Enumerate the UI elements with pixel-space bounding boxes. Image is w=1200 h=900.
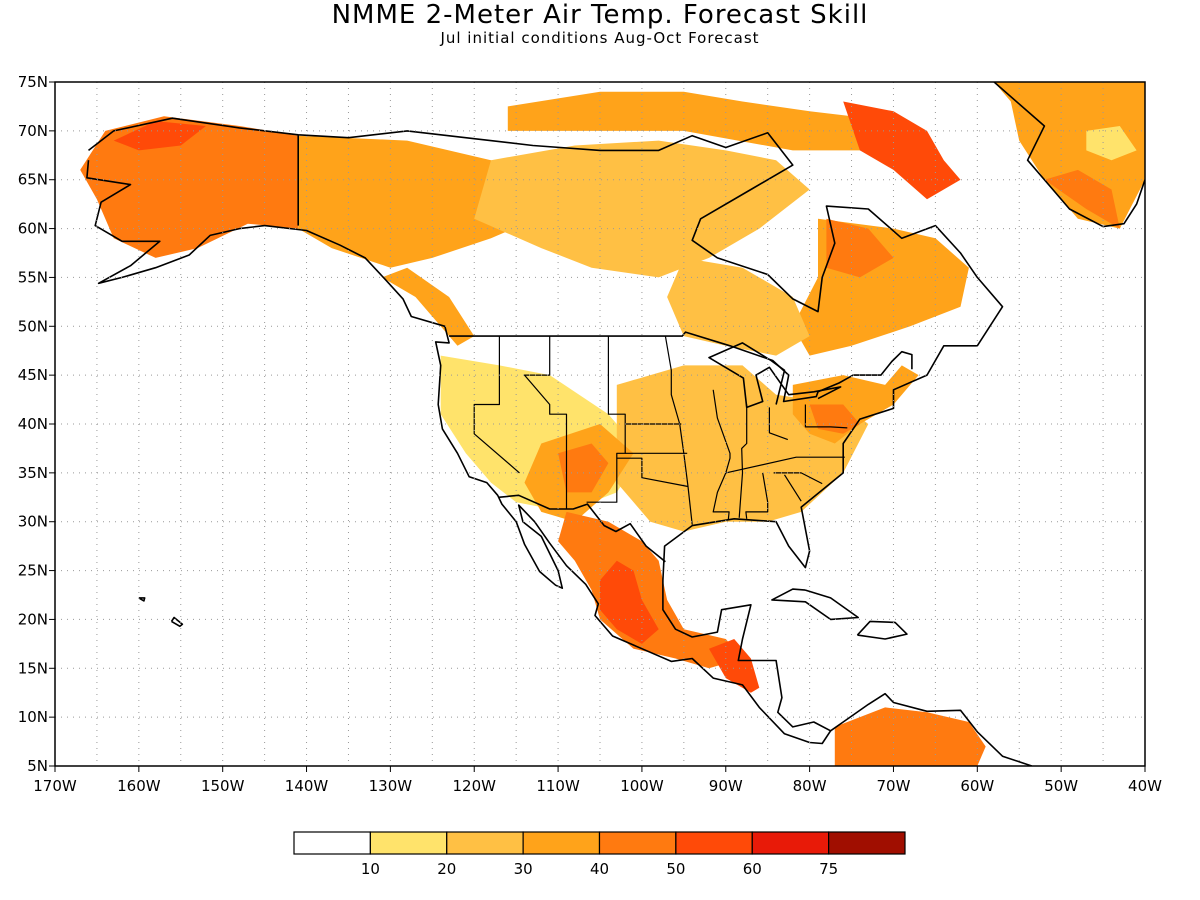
- legend-label: 60: [743, 860, 762, 878]
- lon-label: 160W: [117, 777, 161, 795]
- lat-label: 5N: [27, 757, 48, 775]
- state-border: [473, 336, 520, 474]
- longitude-labels: 170W 160W 150W 140W 130W 120W 110W 100W 90W 80W 70…: [33, 766, 1162, 795]
- skill-region-north-alaska: [113, 121, 206, 151]
- lat-label: 30N: [18, 513, 48, 531]
- color-legend: 10 20 30 40 50 60 75: [293, 831, 906, 878]
- legend-swatch: [369, 831, 448, 855]
- skill-region-central-america: [709, 639, 760, 693]
- legend-swatch: [446, 831, 524, 855]
- lon-label: 110W: [536, 777, 580, 795]
- legend-swatch: [675, 831, 753, 855]
- skill-region-arctic-islands: [507, 91, 894, 151]
- coastline-segment: [449, 331, 913, 403]
- skill-region-mexico: [558, 511, 743, 669]
- lon-label: 170W: [33, 777, 77, 795]
- legend-swatch: [293, 831, 371, 855]
- state-border: [773, 472, 823, 485]
- lat-label: 60N: [18, 220, 48, 238]
- skill-region-bc-coast: [382, 267, 475, 346]
- lat-label: 75N: [18, 73, 48, 91]
- lat-label: 20N: [18, 610, 48, 628]
- coastline-segment: [856, 620, 908, 640]
- latitude-labels: 75N 70N 65N 60N 55N 50N 45N 40N 35N 30N 25N 20N 15N 1…: [18, 73, 55, 775]
- state-border: [725, 456, 845, 474]
- skill-region-ontario: [667, 257, 810, 356]
- lat-label: 45N: [18, 366, 48, 384]
- lon-label: 140W: [285, 777, 329, 795]
- legend-label: 75: [819, 860, 838, 878]
- lon-label: 130W: [369, 777, 413, 795]
- coastline-segment: [993, 82, 1145, 228]
- lon-label: 70W: [877, 777, 911, 795]
- map-title: NMME 2-Meter Air Temp. Forecast Skill: [331, 0, 869, 30]
- skill-region-four-corners-red: [558, 443, 609, 493]
- state-border: [586, 336, 626, 503]
- skill-region-baffin-red: [843, 101, 961, 200]
- lat-label: 55N: [18, 268, 48, 286]
- lat-label: 10N: [18, 708, 48, 726]
- legend-label: 20: [437, 860, 456, 878]
- skill-region-alaska: [80, 116, 299, 258]
- lon-label: 90W: [709, 777, 743, 795]
- coastline-segment: [170, 616, 184, 628]
- state-border: [616, 457, 689, 488]
- state-border: [745, 472, 769, 519]
- legend-label: 30: [514, 860, 533, 878]
- state-border: [783, 474, 802, 502]
- lat-label: 25N: [18, 562, 48, 580]
- graticule-grid: [55, 82, 1145, 766]
- coastline-segment: [771, 588, 860, 621]
- state-border: [523, 336, 568, 509]
- legend-swatch: [598, 831, 677, 855]
- lon-label: 80W: [793, 777, 827, 795]
- skill-region-greenland-south: [1044, 169, 1120, 229]
- state-border: [738, 404, 748, 518]
- coastline-segment: [86, 160, 832, 745]
- lon-label: 40W: [1128, 777, 1162, 795]
- lat-label: 35N: [18, 464, 48, 482]
- lat-label: 65N: [18, 171, 48, 189]
- skill-region-south-america: [834, 707, 986, 766]
- lon-label: 100W: [620, 777, 664, 795]
- skill-region-quebec-north: [826, 218, 894, 278]
- legend-label: 10: [361, 860, 380, 878]
- lat-label: 40N: [18, 415, 48, 433]
- lat-label: 70N: [18, 122, 48, 140]
- lat-label: 15N: [18, 659, 48, 677]
- skill-region-greenland-pale: [1086, 126, 1137, 161]
- lon-label: 120W: [452, 777, 496, 795]
- lon-label: 150W: [201, 777, 245, 795]
- lat-label: 50N: [18, 317, 48, 335]
- lon-label: 50W: [1044, 777, 1078, 795]
- coastline-segment: [498, 494, 666, 563]
- coastline-segment: [88, 117, 1033, 766]
- state-border: [768, 407, 789, 441]
- legend-label: 50: [666, 860, 685, 878]
- legend-swatch: [828, 831, 906, 855]
- lon-label: 60W: [960, 777, 994, 795]
- legend-swatch: [751, 831, 830, 855]
- skill-shading: [80, 82, 1145, 766]
- map-subtitle: Jul initial conditions Aug-Oct Forecast: [440, 29, 760, 47]
- skill-region-mexico-core: [600, 560, 659, 644]
- state-border: [804, 404, 848, 429]
- coastline-segment: [138, 597, 146, 602]
- legend-swatch: [522, 831, 601, 855]
- legend-label: 40: [590, 860, 609, 878]
- skill-region-quebec-labrador: [792, 218, 969, 356]
